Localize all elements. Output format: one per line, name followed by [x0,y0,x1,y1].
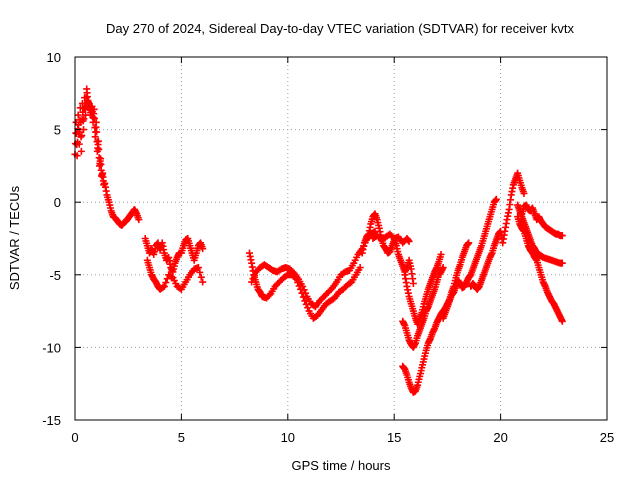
data-point [304,304,312,312]
data-point [80,126,88,134]
data-points [71,85,566,396]
x-tick-label: 25 [600,430,614,445]
data-point [74,111,82,119]
x-tick-label: 20 [493,430,507,445]
data-point [520,189,528,197]
series-trace-i [399,264,447,351]
data-point [95,145,103,153]
data-point [302,289,310,297]
data-point [409,280,417,288]
data-point [159,283,167,291]
data-point [465,239,473,247]
x-tick-label: 15 [387,430,401,445]
data-point [90,105,98,113]
y-tick-label: -5 [49,268,61,283]
data-point [160,282,168,290]
y-tick-label: 0 [54,195,61,210]
data-point [437,250,445,258]
data-point [93,128,101,136]
y-tick-label: 10 [47,50,61,65]
data-point [265,291,273,299]
plot-frame [74,56,608,421]
data-point [439,264,447,272]
data-point [405,237,413,245]
data-point [199,245,207,253]
data-point [299,282,307,290]
series-trace-g [369,230,413,247]
grid [75,57,607,420]
x-axis-title: GPS time / hours [292,458,391,473]
series-trace-k [439,195,500,322]
y-tick-label: -10 [42,340,61,355]
data-point [249,275,257,283]
data-point [300,286,308,294]
data-point [492,195,500,203]
y-tick-label: -15 [42,413,61,428]
data-point [248,278,256,286]
data-point [197,273,205,281]
data-point [199,278,207,286]
series-trace-c [143,256,207,293]
data-point [80,115,88,123]
y-tick-label: 5 [54,123,61,138]
chart-title: Day 270 of 2024, Sidereal Day-to-day VTE… [106,21,574,36]
series-trace-o [514,201,566,267]
data-point [558,317,566,325]
y-axis-title: SDTVAR / TECUs [7,185,22,290]
data-point [162,279,170,287]
x-tick-label: 10 [281,430,295,445]
x-tick-label: 0 [71,430,78,445]
data-point [167,273,175,281]
series-trace-a [71,85,143,229]
data-point [250,271,258,279]
data-point [94,137,102,145]
data-point [356,264,364,272]
data-point [558,232,566,240]
data-point [75,140,83,148]
axis-ticks: 0 5 10 15 20 25 -15 -10 -5 0 5 10 [42,50,614,445]
data-point [77,147,85,155]
data-point [558,259,566,267]
series-trace-m [514,213,566,325]
data-point [196,268,204,276]
data-point [91,114,99,122]
series-trace-b [141,235,207,276]
data-point [92,118,100,126]
data-point [135,216,143,224]
data-point [194,264,202,272]
x-tick-label: 5 [178,430,185,445]
series-trace-l [467,169,528,293]
data-point [78,131,86,139]
series-trace-h [401,250,445,328]
